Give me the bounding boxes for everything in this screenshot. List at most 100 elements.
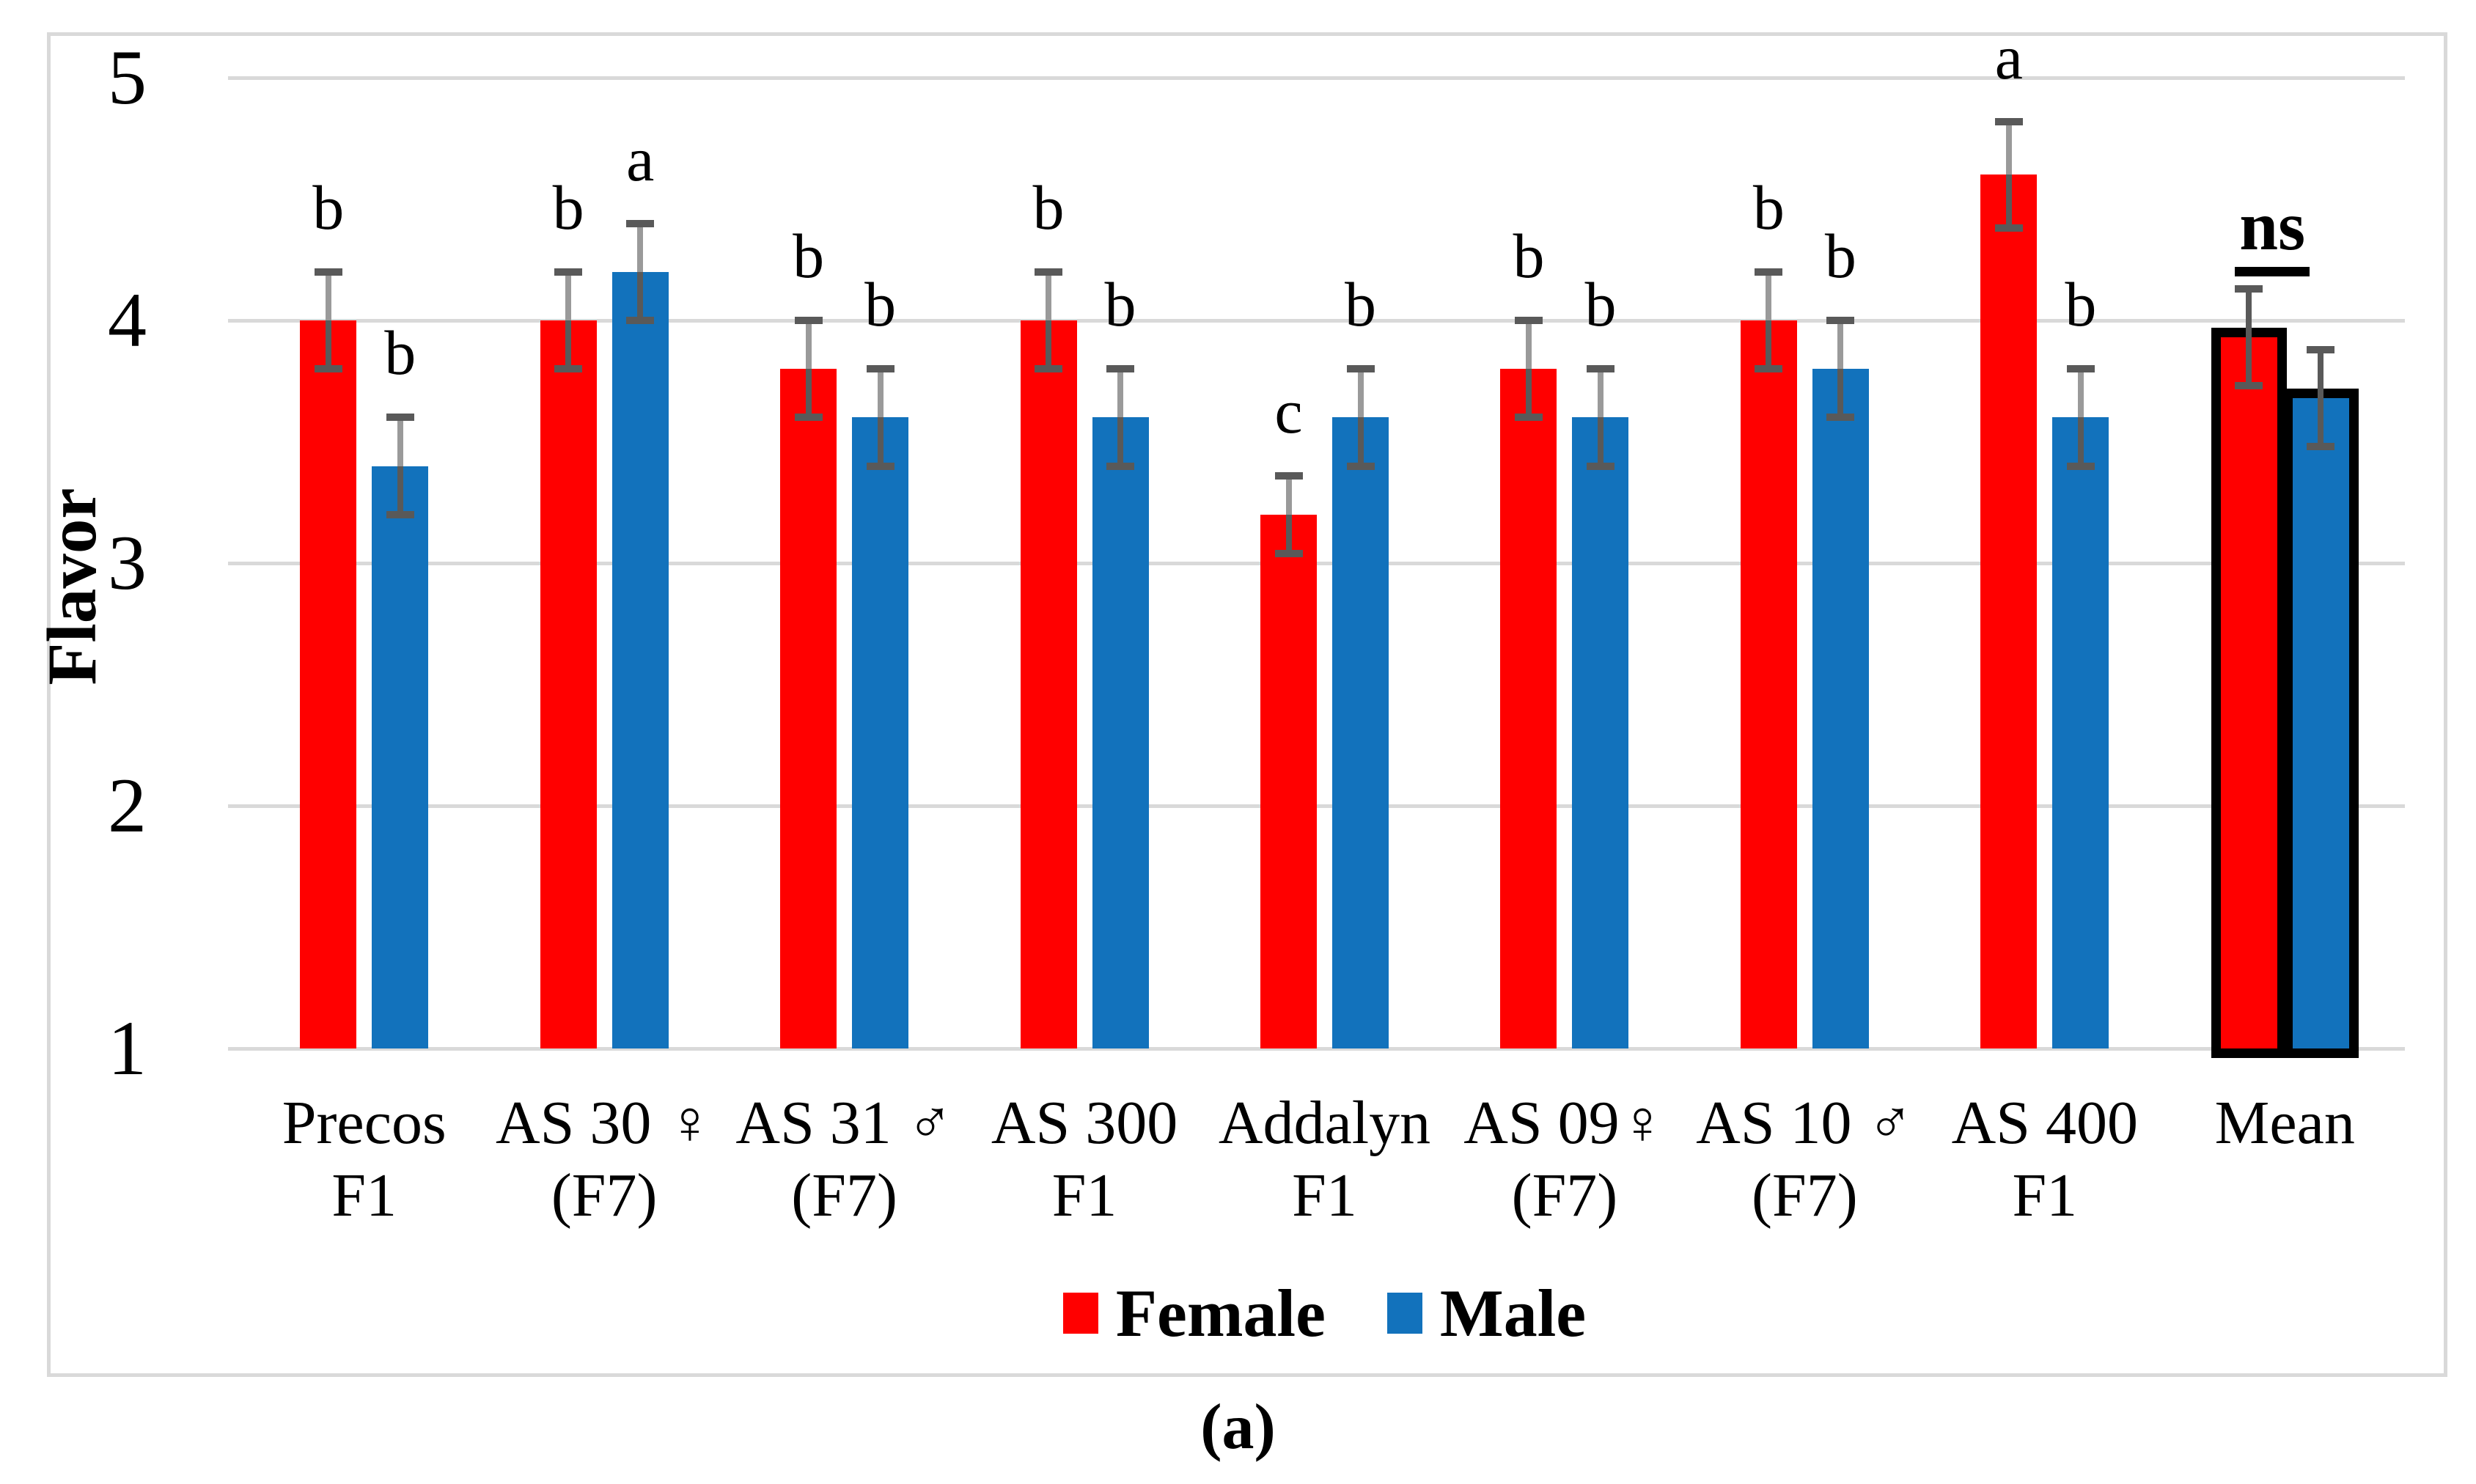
error-bar-lower <box>1117 417 1124 466</box>
significance-letter: a <box>626 123 655 194</box>
legend-label-female: Female <box>1115 1276 1326 1351</box>
category-label-line: (F7) <box>791 1161 897 1230</box>
error-bar-top-cap <box>1514 317 1543 324</box>
error-bar-bottom-cap <box>1035 365 1063 373</box>
error-bar-top-cap <box>794 317 823 324</box>
error-bar-upper <box>805 320 812 370</box>
category-label-line: AS 400 <box>1951 1089 2139 1157</box>
legend: Female Male <box>244 1273 2405 1353</box>
error-bar-bottom-cap <box>1274 549 1303 557</box>
gridline <box>244 804 2405 808</box>
error-bar-top-cap <box>1106 365 1135 373</box>
error-bar-upper <box>637 223 644 272</box>
bar-female-mean <box>2211 328 2287 1058</box>
error-bar-lower <box>1837 369 1844 418</box>
ns-annotation: ns <box>2235 189 2310 276</box>
error-bar-bottom-cap <box>1826 414 1855 422</box>
legend-item-male: Male <box>1386 1277 1586 1350</box>
category-label-line: (F7) <box>1752 1161 1858 1230</box>
error-bar-top-cap <box>1755 268 1783 276</box>
y-tick-label: 2 <box>108 763 147 848</box>
category-label: AS 31 ♂ (F7) <box>683 1087 1006 1232</box>
error-bar-lower <box>325 320 331 370</box>
error-bar-lower <box>2077 417 2084 466</box>
bar-male <box>852 417 909 1048</box>
error-bar-bottom-cap <box>554 365 583 373</box>
female-swatch-icon <box>1062 1293 1098 1334</box>
category-label-line: AS 300 <box>991 1089 1178 1157</box>
category-label: AS 400 F1 <box>1884 1087 2206 1232</box>
error-bar-lower <box>1525 369 1532 418</box>
significance-letter: b <box>552 172 584 243</box>
error-bar-top-cap <box>626 219 655 227</box>
category-label: AS 10 ♂ (F7) <box>1643 1087 1966 1232</box>
error-bar-lower <box>805 369 812 418</box>
error-bar-upper <box>877 369 884 418</box>
significance-letter: b <box>864 269 897 340</box>
bar-female <box>780 369 837 1048</box>
bar-male <box>1812 369 1869 1048</box>
error-bar-lower <box>397 466 403 515</box>
error-bar-bottom-cap <box>794 414 823 422</box>
error-bar-bottom-cap <box>1586 462 1614 470</box>
error-bar-bottom-cap <box>2235 382 2263 390</box>
error-bar-upper <box>1357 369 1364 418</box>
significance-letter: b <box>1032 172 1065 243</box>
significance-letter: b <box>1824 221 1856 291</box>
error-bar-lower <box>877 417 884 466</box>
gridline <box>244 1047 2405 1051</box>
category-label: AS 300 F1 <box>923 1087 1246 1232</box>
error-bar-bottom-cap <box>1346 462 1375 470</box>
error-bar-lower <box>1597 417 1603 466</box>
bar-female <box>1020 320 1077 1048</box>
error-bar-lower <box>1357 417 1364 466</box>
error-bar-upper <box>1046 271 1052 320</box>
error-bar-upper <box>1525 320 1532 370</box>
error-bar-top-cap <box>1346 365 1375 373</box>
category-label-line: AS 09♀ <box>1463 1089 1666 1157</box>
error-bar-bottom-cap <box>1994 224 2023 232</box>
category-label-line: Mean <box>2214 1089 2355 1157</box>
error-bar-bottom-cap <box>1514 414 1543 422</box>
male-swatch-icon <box>1386 1293 1422 1334</box>
error-bar-upper <box>325 271 331 320</box>
error-bar-lower <box>637 271 644 320</box>
significance-letter: b <box>2065 269 2097 340</box>
category-label: AS 09♀ (F7) <box>1403 1087 1726 1232</box>
category-label-line: (F7) <box>1511 1161 1618 1230</box>
y-axis-tick <box>228 319 244 323</box>
error-bar-top-cap <box>2235 284 2263 293</box>
error-bar-lower <box>2005 175 2012 229</box>
bar-female <box>300 320 357 1048</box>
significance-letter: b <box>1584 269 1617 340</box>
error-bar-top-cap <box>866 365 894 373</box>
error-bar-upper <box>1285 475 1292 515</box>
category-label-line: F1 <box>331 1161 397 1230</box>
bar-female <box>1740 320 1797 1048</box>
error-bar-bottom-cap <box>314 365 342 373</box>
y-tick-label: 5 <box>108 34 147 120</box>
significance-letter: b <box>1104 269 1136 340</box>
bar-female <box>540 320 597 1048</box>
error-bar-upper <box>1766 271 1772 320</box>
error-bar-top-cap <box>2307 345 2335 353</box>
error-bar-top-cap <box>1826 317 1855 324</box>
bar-male <box>372 466 429 1048</box>
gridline <box>244 562 2405 565</box>
error-bar-upper <box>1837 320 1844 370</box>
bar-female <box>1500 369 1557 1048</box>
error-bar-top-cap <box>554 268 583 276</box>
error-bar-bottom-cap <box>2066 462 2095 470</box>
category-label-line: F1 <box>1051 1161 1117 1230</box>
bar-female <box>1980 175 2038 1048</box>
bar-male-mean <box>2282 388 2359 1058</box>
error-bar-upper <box>2077 369 2084 418</box>
category-label: Precos F1 <box>203 1087 526 1232</box>
bar-female <box>1260 514 1317 1048</box>
error-bar-top-cap <box>1035 268 1063 276</box>
legend-item-female: Female <box>1062 1276 1326 1351</box>
y-axis-tick <box>228 804 244 808</box>
category-label-line: F1 <box>2012 1161 2078 1230</box>
y-tick-label: 4 <box>108 277 147 363</box>
